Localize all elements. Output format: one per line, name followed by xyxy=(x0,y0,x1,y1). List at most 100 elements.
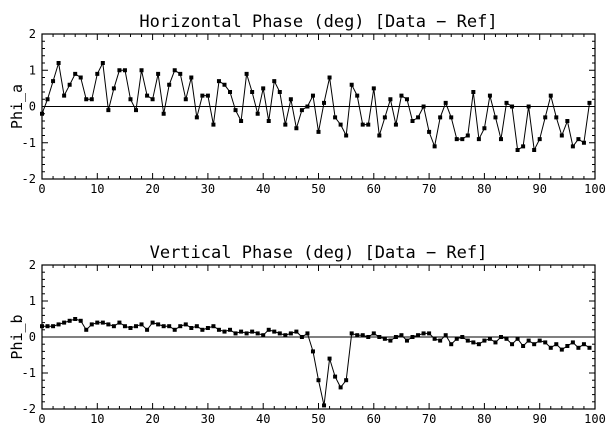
data-point xyxy=(410,335,415,339)
series-line xyxy=(41,61,590,152)
data-point xyxy=(272,79,277,84)
data-point xyxy=(333,374,338,379)
data-point xyxy=(161,111,166,116)
data-point xyxy=(388,97,393,102)
data-point xyxy=(128,97,133,102)
x-tick-label: 20 xyxy=(145,182,159,196)
data-point xyxy=(421,331,426,336)
data-point xyxy=(139,68,144,73)
data-point xyxy=(205,326,210,330)
data-point xyxy=(67,82,72,87)
data-point xyxy=(537,137,542,142)
data-point xyxy=(111,324,116,329)
data-point xyxy=(244,71,249,76)
data-point xyxy=(565,119,570,123)
x-tick-label: 60 xyxy=(367,182,381,196)
data-point xyxy=(233,331,238,336)
y-tick-label: 1 xyxy=(29,294,36,308)
data-point xyxy=(371,331,376,336)
data-point xyxy=(134,108,139,113)
data-point xyxy=(122,324,127,329)
data-point xyxy=(344,133,349,138)
data-point xyxy=(288,331,293,336)
data-point xyxy=(476,137,481,142)
data-point xyxy=(465,338,470,343)
data-point xyxy=(145,327,150,332)
data-point xyxy=(421,104,426,109)
data-point xyxy=(432,144,437,149)
data-point xyxy=(537,338,542,343)
data-point xyxy=(554,115,559,120)
data-point xyxy=(515,148,520,152)
data-point xyxy=(139,322,144,327)
x-tick-label: 50 xyxy=(311,412,325,426)
data-point xyxy=(360,122,365,127)
data-point xyxy=(244,331,249,336)
data-point xyxy=(587,100,592,105)
data-point xyxy=(404,97,409,102)
x-tick-label: 0 xyxy=(38,412,45,426)
data-point xyxy=(261,86,266,91)
data-point xyxy=(111,86,116,91)
data-point xyxy=(216,79,221,84)
data-point xyxy=(95,320,100,325)
data-point xyxy=(261,333,266,338)
x-tick-label: 100 xyxy=(584,182,606,196)
data-point xyxy=(382,336,387,341)
x-tick-label: 60 xyxy=(367,412,381,426)
data-point xyxy=(189,75,194,80)
data-point xyxy=(521,144,526,149)
data-point xyxy=(427,129,432,134)
data-point xyxy=(482,126,487,131)
data-point xyxy=(128,326,133,330)
data-point xyxy=(521,344,526,348)
data-point xyxy=(532,148,537,152)
chart-title: Horizontal Phase (deg) [Data − Ref] xyxy=(139,12,497,32)
data-point xyxy=(543,340,548,345)
data-point xyxy=(283,333,288,338)
data-point xyxy=(233,108,238,113)
data-point xyxy=(349,82,354,87)
data-point xyxy=(454,137,459,142)
data-point xyxy=(393,335,398,339)
data-point xyxy=(62,320,67,325)
data-point xyxy=(327,356,332,361)
data-point xyxy=(255,111,260,116)
data-point xyxy=(548,93,553,98)
data-point xyxy=(543,115,548,120)
data-point xyxy=(432,336,437,341)
data-point xyxy=(194,324,199,329)
x-tick-label: 40 xyxy=(256,412,270,426)
data-point xyxy=(78,75,83,80)
data-point xyxy=(266,119,271,123)
data-point xyxy=(327,75,332,80)
data-point xyxy=(487,336,492,341)
data-point xyxy=(399,333,404,338)
data-point xyxy=(493,340,498,345)
data-point xyxy=(73,317,78,321)
data-point xyxy=(416,115,421,120)
data-point xyxy=(100,320,105,325)
data-point xyxy=(122,68,127,73)
data-point xyxy=(377,133,382,138)
data-point xyxy=(84,97,89,102)
data-point xyxy=(145,93,150,98)
y-tick-label: 0 xyxy=(29,100,36,114)
data-point xyxy=(576,345,581,350)
data-point xyxy=(355,93,360,98)
data-point xyxy=(476,342,481,347)
data-point xyxy=(427,331,432,336)
x-tick-label: 90 xyxy=(532,412,546,426)
data-point xyxy=(272,329,277,334)
data-point xyxy=(89,97,94,102)
y-tick-label: 2 xyxy=(29,258,36,272)
x-tick-label: 100 xyxy=(584,412,606,426)
data-point xyxy=(167,82,172,87)
data-point xyxy=(216,327,221,332)
data-point xyxy=(228,327,233,332)
data-point xyxy=(532,342,537,347)
data-point xyxy=(487,93,492,98)
data-point xyxy=(460,137,465,142)
data-point xyxy=(211,122,216,127)
